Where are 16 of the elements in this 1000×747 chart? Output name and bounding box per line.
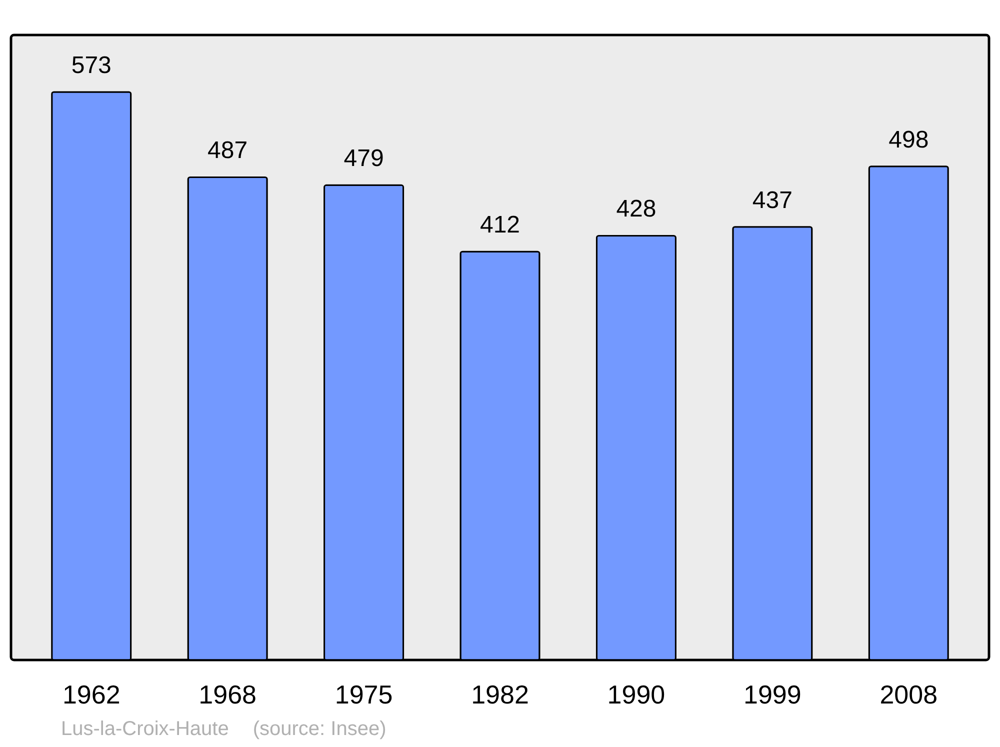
data-label: 479 [344,145,384,172]
data-label: 498 [888,126,929,154]
x-tick-label: 1990 [607,680,666,710]
data-label: 437 [752,186,792,214]
x-tick-label: 1962 [62,680,120,710]
x-tick-label: 1982 [471,680,529,710]
data-label: 487 [208,137,248,164]
x-tick-label: 1975 [334,680,393,710]
text: (source: Insee) [252,718,386,740]
data-label: 428 [616,196,656,223]
text: Lus-la-Croix-Haute [61,718,229,740]
data-label: 412 [480,212,520,239]
x-tick-label: 2008 [880,680,938,710]
data-label: 573 [71,52,112,79]
x-tick-label: 1968 [198,680,256,710]
x-tick-label: 1999 [744,680,802,710]
